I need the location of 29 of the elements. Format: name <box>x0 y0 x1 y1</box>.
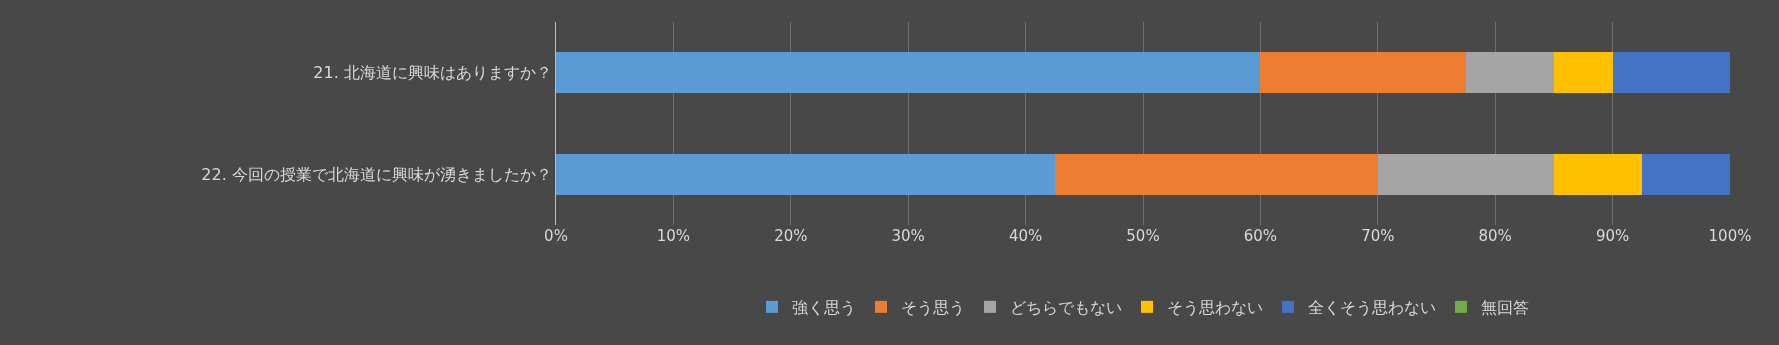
legend-label: 無回答 <box>1481 298 1529 318</box>
bar <box>556 52 1261 94</box>
x-tick-label: 30% <box>891 227 925 245</box>
bar <box>1377 153 1554 195</box>
bar <box>1553 52 1613 94</box>
x-tick-label: 0% <box>544 227 568 245</box>
x-tick-label: 90% <box>1595 227 1630 245</box>
bar <box>1641 153 1730 195</box>
x-tick-label: 70% <box>1361 227 1395 245</box>
x-tick-label: 20% <box>774 227 808 245</box>
legend-label: 強く思う <box>792 298 856 318</box>
legend-label: 全くそう思わない <box>1308 298 1436 318</box>
bar <box>1465 52 1554 94</box>
x-tick-label: 40% <box>1008 227 1043 245</box>
bar <box>556 153 1055 195</box>
x-tick-label: 80% <box>1478 227 1512 245</box>
y-tick-label: 22. 今回の授業で北海道に興味が湧きましたか？ <box>201 164 552 184</box>
bar <box>1054 153 1378 195</box>
bar <box>1612 52 1730 94</box>
legend-label: そう思わない <box>1167 298 1263 318</box>
x-tick-label: 60% <box>1243 227 1278 245</box>
x-tick-label: 10% <box>656 227 691 245</box>
bar <box>1553 153 1642 195</box>
bar <box>1260 52 1466 94</box>
x-tick-label: 50% <box>1126 227 1160 245</box>
y-tick-label: 21. 北海道に興味はありますか？ <box>313 63 552 83</box>
legend-label: どちらでもない <box>1010 298 1122 318</box>
x-tick-label: 100% <box>1708 227 1752 245</box>
legend-label: そう思う <box>901 298 965 318</box>
